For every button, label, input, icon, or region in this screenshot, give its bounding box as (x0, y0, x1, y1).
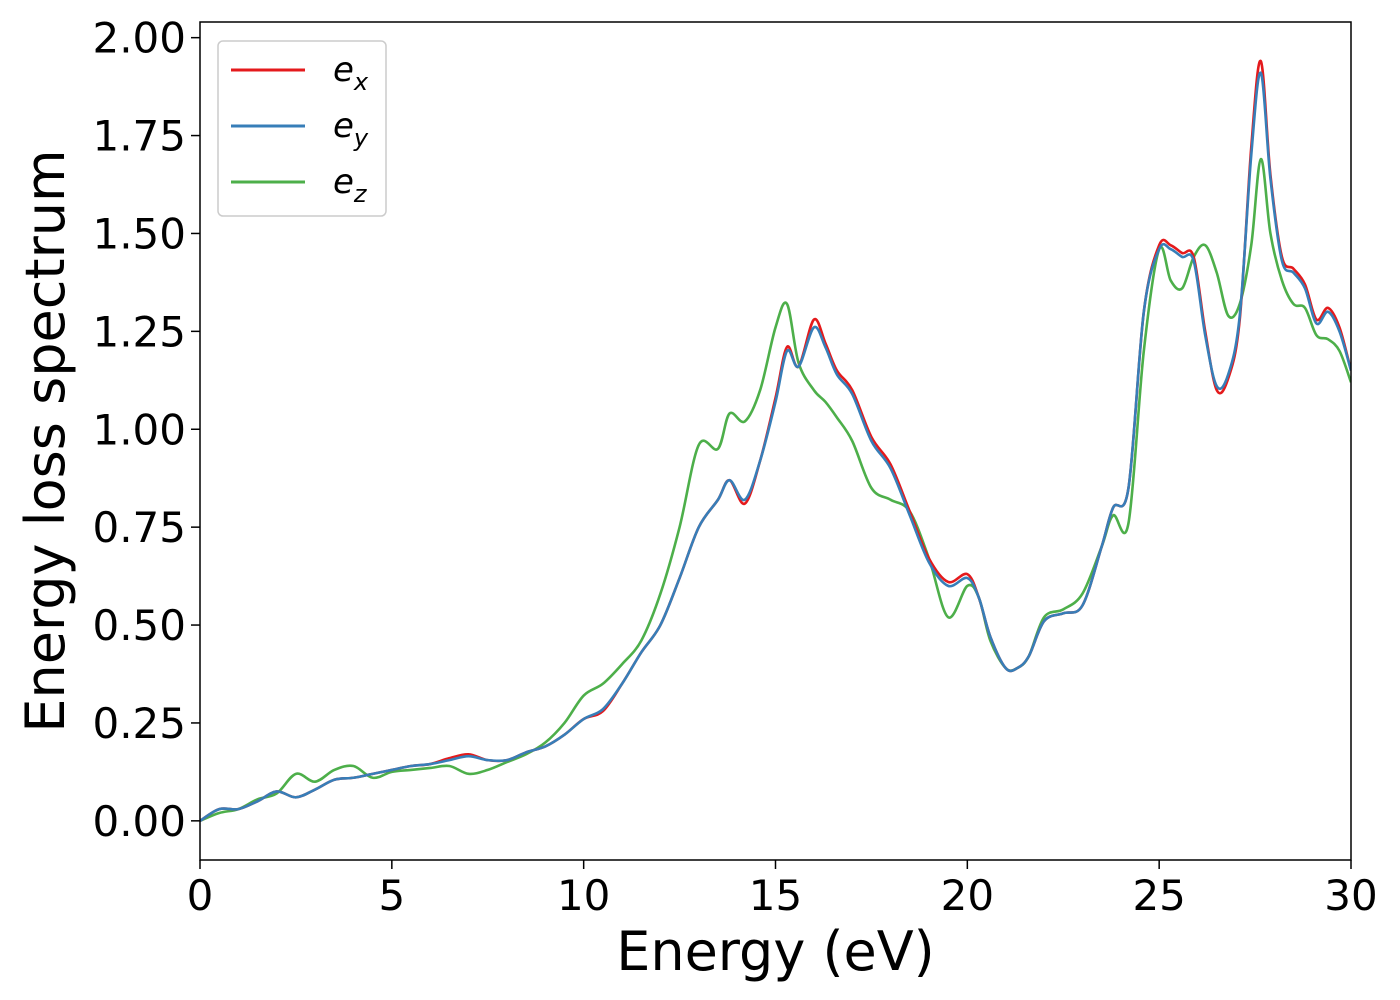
y-tick-label: 2.00 (92, 14, 186, 63)
x-axis: 0 5 10 15 20 25 30 (187, 860, 1378, 920)
x-tick-label: 0 (187, 871, 214, 920)
x-tick-label: 15 (749, 871, 802, 920)
y-tick-label: 0.00 (92, 797, 186, 846)
legend-label-ey: ey (333, 106, 369, 152)
x-axis-title: Energy (eV) (616, 920, 935, 983)
y-tick-label: 1.75 (92, 112, 186, 161)
legend: ex ey ez (217, 40, 387, 217)
series-layer (200, 59, 1351, 823)
y-tick-label: 1.00 (92, 405, 186, 454)
y-axis: 0.00 0.25 0.50 0.75 1.00 1.25 1.50 1.75 2.00 (92, 14, 200, 846)
y-tick-label: 1.25 (92, 307, 186, 356)
series-line-ey (200, 71, 1351, 822)
legend-label-ez: ez (333, 162, 368, 208)
x-tick-label: 25 (1132, 871, 1185, 920)
y-axis-title: Energy loss spectrum (14, 149, 77, 732)
y-tick-label: 0.75 (92, 503, 186, 552)
x-tick-label: 10 (557, 871, 610, 920)
y-tick-label: 0.25 (92, 699, 186, 748)
x-tick-label: 5 (378, 871, 405, 920)
x-tick-label: 20 (941, 871, 994, 920)
y-tick-label: 1.50 (92, 209, 186, 258)
legend-box (217, 40, 387, 217)
y-tick-label: 0.50 (92, 601, 186, 650)
x-tick-label: 30 (1324, 871, 1377, 920)
legend-label-ex: ex (333, 50, 369, 96)
series-line-ez (200, 157, 1351, 823)
